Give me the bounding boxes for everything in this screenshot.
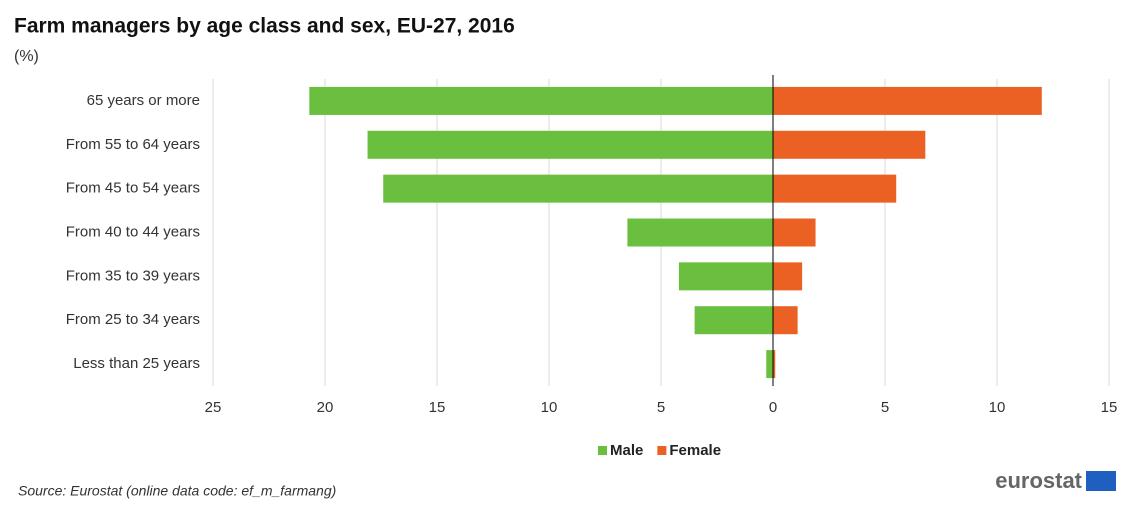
y-tick-label: From 40 to 44 years	[66, 223, 200, 240]
chart-title: Farm managers by age class and sex, EU-2…	[14, 15, 515, 38]
bar	[773, 218, 816, 247]
y-tick-label: From 35 to 39 years	[66, 267, 200, 284]
y-tick-label: From 55 to 64 years	[66, 136, 200, 153]
x-tick-label: 0	[769, 399, 777, 416]
x-tick-label: 10	[989, 399, 1006, 416]
x-tick-label: 25	[205, 399, 222, 416]
y-tick-label: From 45 to 54 years	[66, 180, 200, 197]
bar	[773, 130, 926, 159]
chart-subtitle: (%)	[14, 48, 39, 65]
bar	[773, 262, 803, 291]
x-tick-label: 15	[429, 399, 446, 416]
bar	[773, 86, 1042, 115]
x-tick-label: 20	[317, 399, 334, 416]
legend-label: Male	[610, 442, 643, 459]
y-tick-label: From 25 to 34 years	[66, 311, 200, 328]
legend-swatch	[598, 446, 607, 455]
bar	[773, 350, 776, 379]
bar	[694, 306, 773, 335]
legend-swatch	[657, 446, 667, 455]
y-tick-label: Less than 25 years	[73, 355, 200, 372]
bar	[309, 86, 773, 115]
x-tick-label: 15	[1101, 399, 1118, 416]
logo-flag	[1086, 471, 1116, 491]
x-tick-label: 5	[881, 399, 889, 416]
x-tick-label: 5	[657, 399, 665, 416]
bar	[678, 262, 773, 291]
bar	[383, 174, 773, 203]
bar	[627, 218, 773, 247]
legend-label: Female	[669, 442, 721, 459]
bar	[773, 174, 897, 203]
source: Source: Eurostat (online data code: ef_m…	[18, 483, 336, 499]
bar	[766, 350, 773, 379]
logo: eurostat	[995, 468, 1082, 493]
bar	[367, 130, 773, 159]
y-tick-label: 65 years or more	[87, 92, 200, 109]
x-tick-label: 10	[541, 399, 558, 416]
bar	[773, 306, 798, 335]
